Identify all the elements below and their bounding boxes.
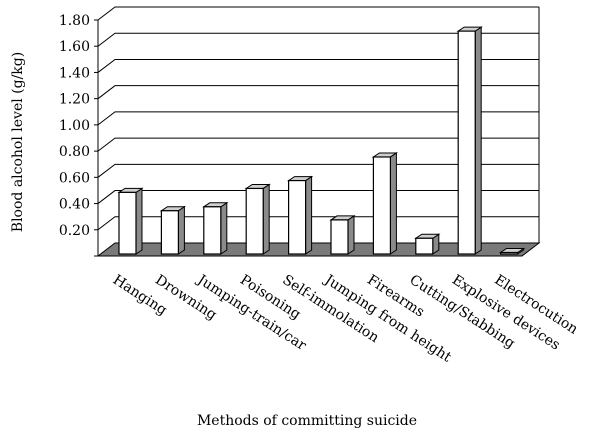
bar-front (458, 31, 475, 254)
x-axis-title: Methods of committing suicide (197, 413, 417, 429)
bar-side (178, 207, 184, 254)
bar (246, 184, 269, 254)
bar-front (246, 188, 263, 254)
bar (161, 207, 184, 254)
bar (331, 216, 354, 254)
y-tick-label: 1.00 (59, 118, 90, 134)
bar-front (373, 157, 390, 254)
bar (289, 177, 312, 254)
y-tick-labels: 0.20 0.40 0.60 0.80 1.00 1.20 1.40 1.60 1.80 (59, 13, 90, 239)
bar-side (475, 27, 481, 254)
y-tick-label: 0.60 (59, 170, 90, 186)
gridline (98, 7, 539, 20)
y-tick-label: 1.80 (59, 13, 90, 29)
bar (204, 203, 227, 254)
y-tick-label: 0.40 (59, 197, 90, 213)
bar-front (204, 207, 221, 254)
y-axis-title: Blood alcohol level (g/kg) (10, 52, 26, 232)
bar-front (161, 211, 178, 254)
bar-side (390, 153, 396, 254)
y-tick-label: 1.20 (59, 92, 90, 108)
category-labels: HangingDrowningJumping-train/carPoisonin… (110, 271, 581, 366)
bar (119, 188, 142, 254)
y-tick-label: 0.20 (59, 223, 90, 239)
bar-side (263, 184, 269, 254)
bars (119, 27, 524, 254)
bar (458, 27, 481, 254)
bar-side (136, 188, 142, 254)
bar-front (416, 238, 433, 254)
bar (373, 153, 396, 254)
bar-front (501, 253, 518, 255)
y-tick-label: 1.40 (59, 65, 90, 81)
bar-front (289, 181, 306, 254)
bar-front (119, 192, 136, 254)
bar (416, 234, 439, 254)
y-tick-label: 0.80 (59, 144, 90, 160)
bar-side (348, 216, 354, 254)
y-tick-label: 1.60 (59, 39, 90, 55)
bar-side (306, 177, 312, 254)
bar-front (331, 220, 348, 254)
bar-side (221, 203, 227, 254)
